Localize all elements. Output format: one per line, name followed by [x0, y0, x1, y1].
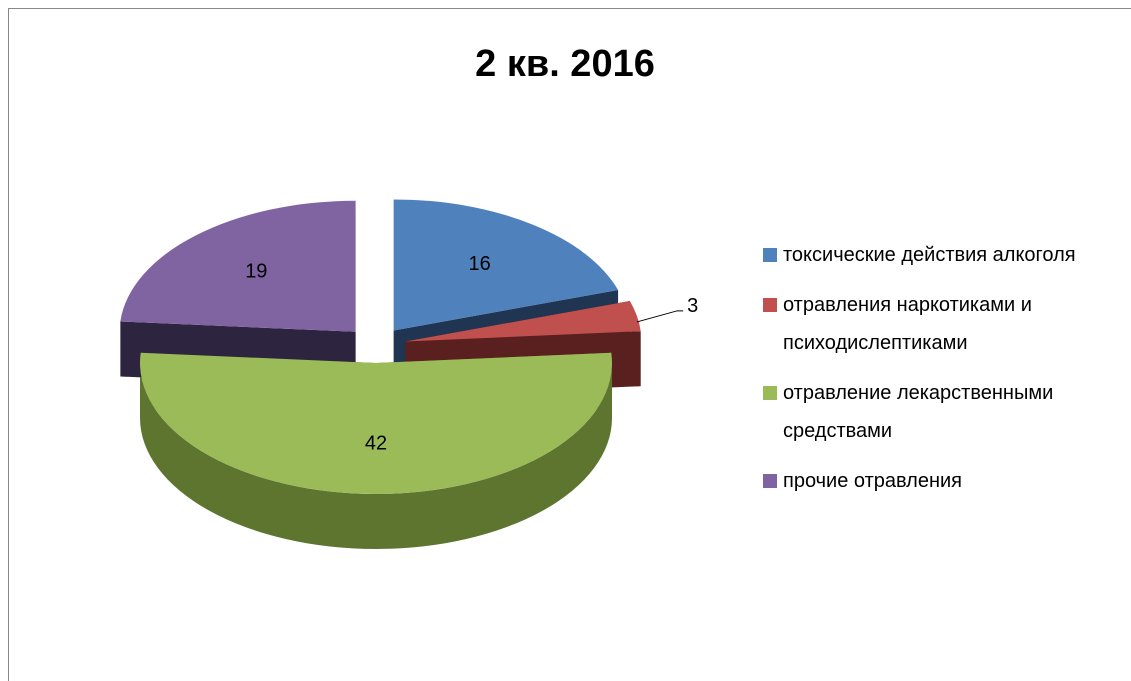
data-label: 3 [687, 295, 698, 317]
data-label: 19 [245, 260, 267, 282]
legend-label: прочие отравления [783, 470, 963, 492]
slice [139, 352, 612, 495]
legend: токсические действия алкоголя отравления … [763, 236, 1113, 512]
legend-item: прочие отравления [763, 462, 1113, 500]
leader-line [636, 310, 684, 323]
legend-item: отравления наркотиками и психодислептика… [763, 286, 1113, 362]
chart-title: 2 кв. 2016 [475, 43, 655, 85]
legend-label: отравления наркотиками и психодислептика… [783, 294, 1032, 354]
chart-frame [8, 8, 1131, 681]
legend-label: отравление лекарственными средствами [783, 382, 1054, 442]
legend-swatch [763, 298, 777, 312]
legend-swatch [763, 386, 777, 400]
legend-swatch [763, 474, 777, 488]
legend-item: токсические действия алкоголя [763, 236, 1113, 274]
legend-item: отравление лекарственными средствами [763, 374, 1113, 450]
slice [120, 200, 356, 332]
slice-side [140, 363, 612, 549]
slice [393, 199, 619, 331]
legend-label: токсические действия алкоголя [783, 244, 1076, 266]
data-label: 16 [469, 253, 491, 275]
slice [405, 301, 641, 342]
data-label: 42 [365, 433, 387, 455]
legend-swatch [763, 248, 777, 262]
